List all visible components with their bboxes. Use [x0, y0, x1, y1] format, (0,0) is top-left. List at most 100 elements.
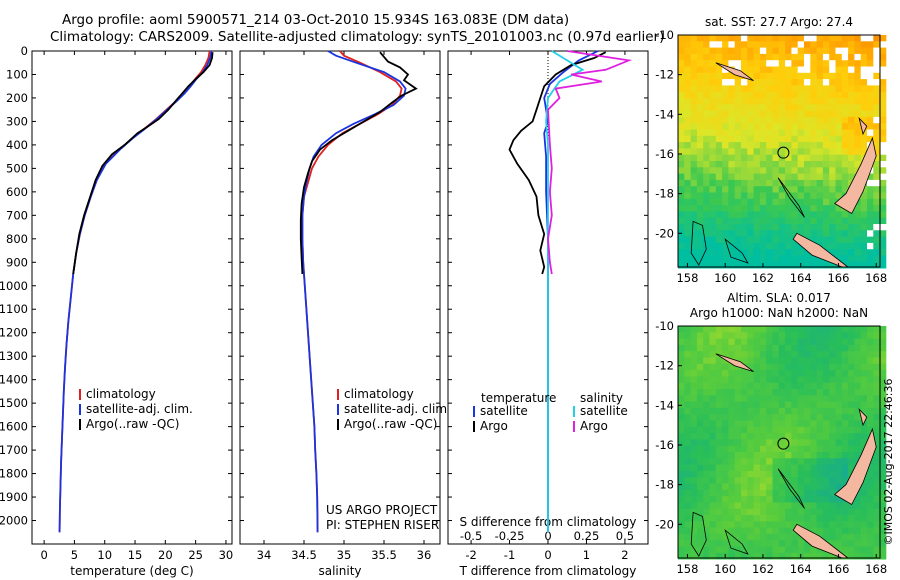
map-cell — [822, 135, 830, 143]
map-cell — [690, 527, 698, 535]
map-cell — [684, 458, 691, 465]
map-cell — [848, 389, 855, 396]
map-cell — [690, 85, 698, 93]
map-cell — [879, 91, 887, 99]
map-cell — [703, 192, 710, 200]
map-cell — [873, 142, 880, 149]
map-cell — [684, 477, 691, 484]
map-cell — [728, 41, 736, 48]
map-cell — [741, 344, 748, 352]
map-y-tick-label: -14 — [655, 398, 674, 412]
map-cell — [879, 452, 887, 459]
map-cell — [678, 123, 685, 130]
map-cell — [728, 35, 736, 42]
map-cell — [785, 236, 792, 244]
map-cell — [867, 389, 874, 396]
map-cell — [728, 464, 736, 472]
map-cell — [747, 351, 754, 358]
map-cell — [690, 521, 698, 528]
map-cell — [860, 192, 868, 200]
map-cell — [734, 123, 742, 130]
map-frame — [677, 325, 881, 559]
map-cell — [753, 407, 761, 415]
map-cell — [785, 426, 792, 434]
map-cell — [879, 382, 887, 390]
map-cell — [696, 401, 704, 409]
map-cell — [759, 527, 767, 535]
map-cell — [816, 439, 824, 447]
map-cell — [835, 351, 843, 358]
map-cell — [873, 110, 880, 118]
map-cell — [854, 521, 862, 528]
map-cell — [734, 483, 742, 491]
map-cell — [873, 464, 880, 472]
map-cell — [690, 60, 698, 67]
map-cell — [822, 344, 830, 352]
map-cell — [690, 129, 698, 137]
map-cell — [879, 407, 887, 415]
map-cell — [772, 502, 780, 510]
map-cell — [797, 142, 805, 149]
map-cell — [797, 154, 805, 162]
map-cell — [703, 110, 710, 118]
map-cell — [766, 66, 773, 74]
map-cell — [829, 72, 836, 80]
map-cell — [747, 489, 754, 497]
x-axis-label: temperature (deg C) — [70, 564, 193, 578]
map-cell — [772, 236, 780, 244]
map-cell — [715, 344, 723, 352]
map-cell — [766, 496, 773, 503]
map-cell — [778, 521, 786, 528]
map-cell — [759, 515, 767, 522]
map-cell — [816, 230, 824, 237]
map-cell — [684, 326, 691, 333]
map-cell — [867, 420, 874, 428]
map-cell — [696, 395, 704, 402]
map-cell — [879, 426, 887, 434]
map-cell — [804, 104, 811, 111]
map-cell — [854, 496, 862, 503]
map-cell — [741, 110, 748, 118]
map-cell — [860, 344, 868, 352]
map-cell — [747, 242, 754, 250]
map-cell — [879, 338, 887, 346]
map-cell — [854, 332, 862, 339]
map-cell — [841, 60, 849, 67]
map-cell — [709, 217, 717, 225]
y-tick-label: 1200 — [0, 326, 28, 340]
map-cell — [690, 261, 698, 269]
map-cell — [829, 376, 836, 384]
map-cell — [841, 179, 849, 187]
map-cell — [753, 426, 761, 434]
map-cell — [734, 445, 742, 453]
map-cell — [747, 470, 754, 478]
map-y-tick-label: -20 — [655, 226, 674, 240]
map-cell — [860, 255, 868, 263]
map-cell — [848, 129, 855, 137]
y-tick-label: 900 — [6, 255, 28, 269]
map-cell — [816, 161, 824, 168]
map-cell — [860, 332, 868, 339]
map-cell — [797, 389, 805, 396]
map-cell — [678, 161, 685, 168]
map-cell — [829, 439, 836, 447]
map-cell — [772, 357, 780, 365]
map-cell — [759, 414, 767, 421]
map-cell — [791, 242, 799, 250]
map-cell — [772, 540, 780, 547]
map-cell — [848, 255, 855, 263]
map-cell — [873, 161, 880, 168]
map-cell — [854, 242, 862, 250]
map-cell — [810, 477, 817, 484]
map-cell — [722, 395, 729, 402]
map-cell — [741, 540, 748, 547]
map-cell — [848, 211, 855, 219]
map-cell — [778, 515, 786, 522]
map-cell — [829, 129, 836, 137]
map-cell — [753, 533, 761, 541]
map-cell — [734, 540, 742, 547]
map-cell — [696, 502, 704, 510]
map-cell — [709, 376, 717, 384]
map-cell — [860, 198, 868, 206]
map-cell — [709, 148, 717, 156]
